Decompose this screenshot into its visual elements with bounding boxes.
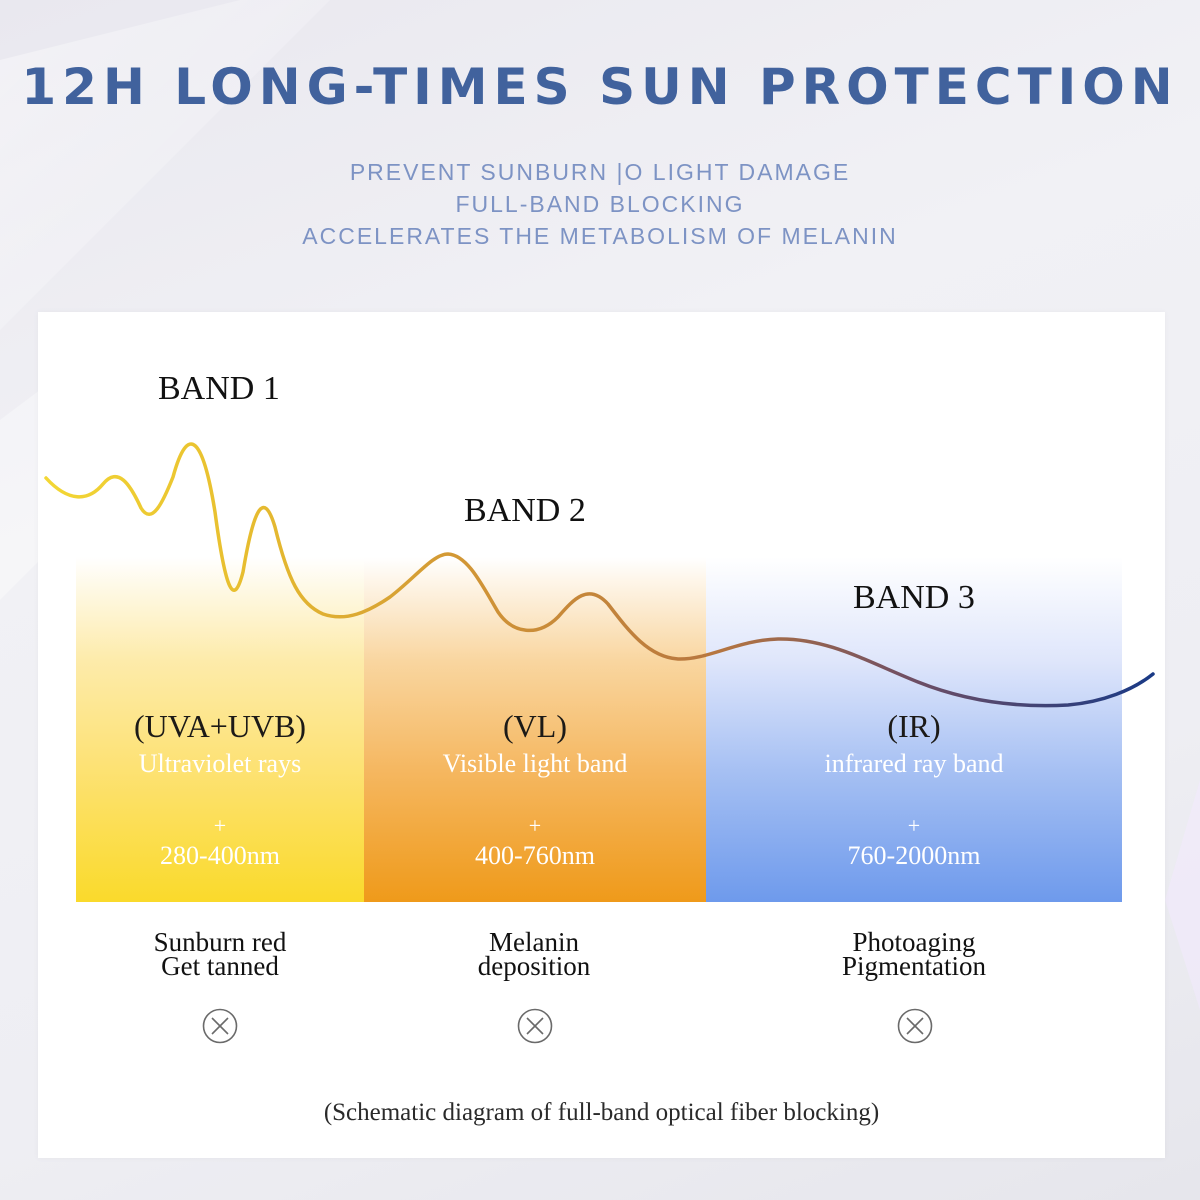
effect-line: Pigmentation bbox=[842, 951, 986, 981]
page-title: 12H LONG-TIMES SUN PROTECTION bbox=[21, 58, 1179, 116]
effect-line: Photoaging bbox=[852, 927, 976, 957]
band-2-plus: + bbox=[528, 813, 542, 838]
subtitle-block: PREVENT SUNBURN |O LIGHT DAMAGE FULL-BAN… bbox=[0, 156, 1200, 252]
effect-line: Get tanned bbox=[161, 951, 279, 981]
subtitle-line: ACCELERATES THE METABOLISM OF MELANIN bbox=[302, 223, 898, 249]
band-3-info: (IR) infrared ray band + 760-2000nm bbox=[706, 708, 1122, 871]
effect-line: Sunburn red bbox=[153, 927, 287, 957]
diagram-card: BAND 1 BAND 2 BAND 3 (UVA+UVB) Ultraviol… bbox=[38, 312, 1165, 1158]
circle-x-icon bbox=[517, 1008, 553, 1044]
band-1-info: (UVA+UVB) Ultraviolet rays + 280-400nm bbox=[76, 708, 364, 871]
band-1-effect: Sunburn red Get tanned bbox=[100, 927, 340, 981]
band-3-effect: Photoaging Pigmentation bbox=[794, 927, 1034, 981]
band-2-effect: Melanin deposition bbox=[414, 927, 654, 981]
subtitle-line: FULL-BAND BLOCKING bbox=[455, 191, 745, 217]
subtitle-line: PREVENT SUNBURN |O LIGHT DAMAGE bbox=[349, 159, 851, 185]
effect-line: deposition bbox=[477, 951, 591, 981]
spectrum-wave bbox=[44, 442, 1155, 708]
band-1-description: Ultraviolet rays bbox=[138, 749, 302, 778]
diagram-caption: (Schematic diagram of full-band optical … bbox=[323, 1099, 880, 1126]
band-3-description: infrared ray band bbox=[824, 749, 1004, 778]
band-1-plus: + bbox=[213, 813, 227, 838]
band-1-range: 280-400nm bbox=[160, 841, 280, 870]
band-2-panel bbox=[364, 557, 706, 902]
band-2-range: 400-760nm bbox=[475, 841, 595, 870]
circle-x-icon bbox=[897, 1008, 933, 1044]
band-3-panel bbox=[706, 557, 1122, 902]
band-2-description: Visible light band bbox=[442, 749, 628, 778]
circle-x-icon bbox=[202, 1008, 238, 1044]
band-1-panel bbox=[76, 557, 364, 902]
band-1-abbr: (UVA+UVB) bbox=[133, 708, 307, 744]
band-1-label: BAND 1 bbox=[158, 370, 280, 407]
band-3-abbr: (IR) bbox=[887, 708, 941, 744]
band-3-plus: + bbox=[907, 813, 921, 838]
band-3-label: BAND 3 bbox=[853, 579, 975, 616]
band-2-info: (VL) Visible light band + 400-760nm bbox=[364, 708, 706, 871]
band-2-abbr: (VL) bbox=[503, 708, 567, 744]
band-2-label: BAND 2 bbox=[464, 492, 586, 529]
effect-line: Melanin bbox=[489, 927, 579, 957]
band-3-range: 760-2000nm bbox=[847, 841, 981, 870]
